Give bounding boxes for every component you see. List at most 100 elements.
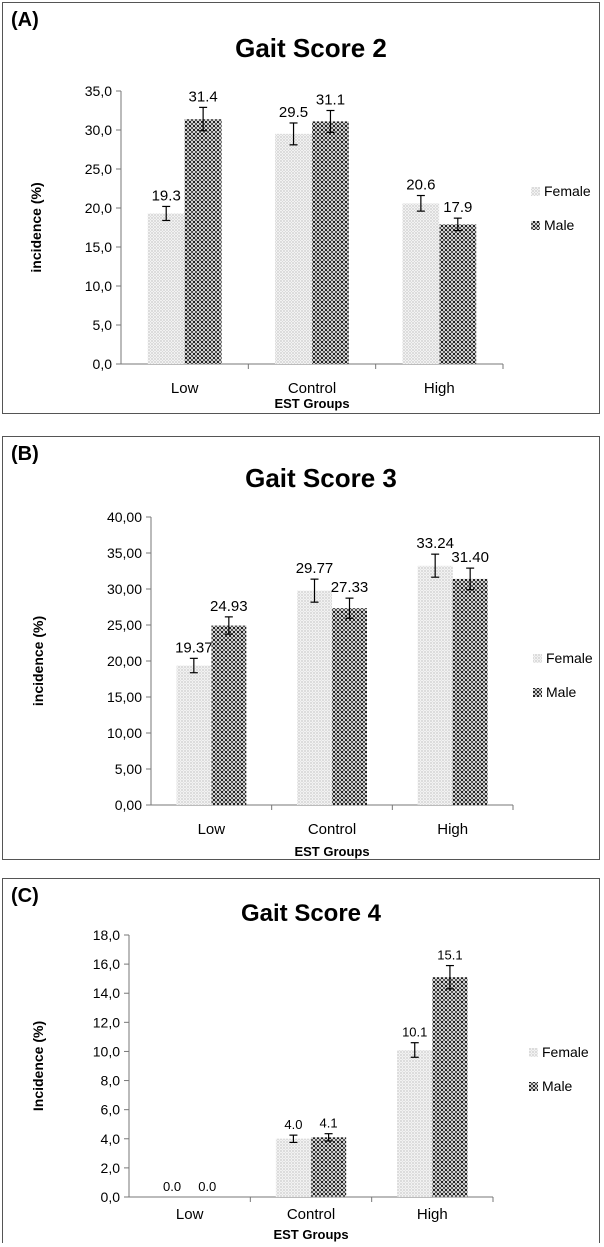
y-tick-label: 12,0 bbox=[93, 1014, 120, 1030]
y-tick-label: 30,0 bbox=[85, 122, 112, 138]
data-label: 24.93 bbox=[210, 598, 248, 615]
y-tick-label: 4,0 bbox=[101, 1131, 121, 1147]
legend-label-male: Male bbox=[544, 217, 575, 233]
legend-swatch-female bbox=[529, 1048, 538, 1057]
y-tick-label: 25,0 bbox=[85, 161, 112, 177]
y-tick-label: 5,0 bbox=[93, 317, 113, 333]
legend-swatch-male bbox=[533, 688, 542, 697]
y-tick-label: 16,0 bbox=[93, 956, 120, 972]
category-label: Low bbox=[176, 1206, 204, 1223]
chart-panel-a: (A) Gait Score 2 0,0 5,0 10,0 15,0 20,0 25,0 30… bbox=[2, 2, 600, 414]
data-label: 10.1 bbox=[402, 1025, 427, 1040]
panel-label: (C) bbox=[11, 885, 39, 907]
bar-male bbox=[311, 1137, 347, 1197]
y-tick-label: 35,00 bbox=[107, 545, 142, 561]
data-label: 19.37 bbox=[175, 639, 213, 656]
legend-label-female: Female bbox=[542, 1044, 589, 1060]
y-tick-label: 40,00 bbox=[107, 509, 142, 525]
bar-male bbox=[332, 608, 367, 805]
legend-label-male: Male bbox=[542, 1078, 573, 1094]
chart-panel-c: (C) Gait Score 4 0,0 2,0 4,0 6,0 8,0 10,0 12,0 1… bbox=[2, 878, 600, 1243]
legend-label-male: Male bbox=[546, 684, 577, 700]
legend-swatch-male bbox=[531, 221, 540, 230]
y-tick-label: 6,0 bbox=[101, 1102, 121, 1118]
legend-label-female: Female bbox=[544, 183, 591, 199]
data-label: 33.24 bbox=[416, 535, 454, 552]
chart-title: Gait Score 3 bbox=[245, 463, 397, 493]
bar-female bbox=[397, 1049, 433, 1197]
bar-male bbox=[439, 224, 477, 364]
chart-a-svg: Gait Score 2 0,0 5,0 10,0 15,0 20,0 25,0 30,0 35… bbox=[28, 33, 591, 411]
x-axis-label: EST Groups bbox=[273, 1227, 348, 1242]
y-tick-label: 15,00 bbox=[107, 689, 142, 705]
y-axis-label: incidence (%) bbox=[28, 182, 44, 272]
chart-title: Gait Score 4 bbox=[241, 900, 382, 927]
y-tick-label: 15,0 bbox=[85, 239, 112, 255]
data-label: 31.1 bbox=[316, 92, 345, 109]
data-label: 29.77 bbox=[296, 560, 334, 577]
y-tick-label: 10,00 bbox=[107, 725, 142, 741]
data-label: 4.1 bbox=[320, 1116, 338, 1131]
category-label: Low bbox=[198, 821, 226, 838]
data-label: 27.33 bbox=[331, 579, 369, 596]
category-label: Control bbox=[287, 1206, 335, 1223]
chart-b-svg: Gait Score 3 0,00 5,00 10,00 15,00 20,00 25,00… bbox=[30, 463, 593, 859]
bar-female bbox=[297, 590, 332, 805]
chart-panel-b: (B) Gait Score 3 0,00 5,00 10,00 15,00 20,00 2… bbox=[2, 436, 600, 860]
y-tick-label: 25,00 bbox=[107, 617, 142, 633]
x-axis-label: EST Groups bbox=[274, 396, 349, 411]
data-label: 17.9 bbox=[443, 199, 472, 216]
y-tick-label: 30,00 bbox=[107, 581, 142, 597]
bar-female bbox=[275, 133, 312, 364]
bar-female bbox=[176, 665, 212, 805]
legend-swatch-female bbox=[533, 654, 542, 663]
bar-female bbox=[275, 1138, 311, 1197]
bar-male bbox=[432, 977, 468, 1197]
bar-male bbox=[211, 625, 247, 805]
data-label: 29.5 bbox=[279, 104, 308, 121]
data-label: 0.0 bbox=[163, 1179, 181, 1194]
y-tick-label: 0,0 bbox=[93, 356, 113, 372]
y-tick-label: 8,0 bbox=[101, 1073, 121, 1089]
bar-female bbox=[417, 565, 453, 805]
y-tick-label: 10,0 bbox=[93, 1043, 120, 1059]
data-label: 31.4 bbox=[189, 88, 218, 105]
bar-female bbox=[402, 203, 440, 364]
legend-label-female: Female bbox=[546, 650, 593, 666]
category-label: Control bbox=[308, 821, 356, 838]
category-label: High bbox=[437, 821, 468, 838]
legend-swatch-female bbox=[531, 187, 540, 196]
bar-male bbox=[312, 121, 349, 364]
x-axis-label: EST Groups bbox=[294, 844, 369, 859]
chart-title: Gait Score 2 bbox=[235, 33, 387, 63]
y-tick-label: 10,0 bbox=[85, 278, 112, 294]
y-tick-label: 14,0 bbox=[93, 985, 120, 1001]
data-label: 19.3 bbox=[152, 187, 181, 204]
y-tick-label: 20,00 bbox=[107, 653, 142, 669]
category-label: High bbox=[424, 380, 455, 397]
y-tick-label: 5,00 bbox=[115, 761, 142, 777]
data-label: 15.1 bbox=[437, 948, 462, 963]
y-tick-label: 2,0 bbox=[101, 1160, 121, 1176]
y-tick-label: 18,0 bbox=[93, 927, 120, 943]
category-label: High bbox=[417, 1206, 448, 1223]
chart-c-svg: Gait Score 4 0,0 2,0 4,0 6,0 8,0 10,0 12,0 14,0 1… bbox=[30, 900, 589, 1242]
bar-female bbox=[147, 213, 185, 364]
data-label: 20.6 bbox=[406, 177, 435, 194]
bar-male bbox=[184, 119, 222, 364]
y-tick-label: 0,0 bbox=[101, 1189, 121, 1205]
legend-swatch-male bbox=[529, 1082, 538, 1091]
panel-label: (B) bbox=[11, 443, 39, 465]
y-tick-label: 20,0 bbox=[85, 200, 112, 216]
y-axis-label: incidence (%) bbox=[30, 616, 46, 706]
category-label: Control bbox=[288, 380, 336, 397]
data-label: 31.40 bbox=[451, 549, 489, 566]
y-axis-label: Incidence (%) bbox=[30, 1021, 46, 1111]
panel-label: (A) bbox=[11, 9, 39, 31]
data-label: 4.0 bbox=[284, 1117, 302, 1132]
category-label: Low bbox=[171, 380, 199, 397]
data-label: 0.0 bbox=[198, 1179, 216, 1194]
y-tick-label: 0,00 bbox=[115, 797, 142, 813]
bar-male bbox=[452, 578, 488, 805]
y-tick-label: 35,0 bbox=[85, 83, 112, 99]
